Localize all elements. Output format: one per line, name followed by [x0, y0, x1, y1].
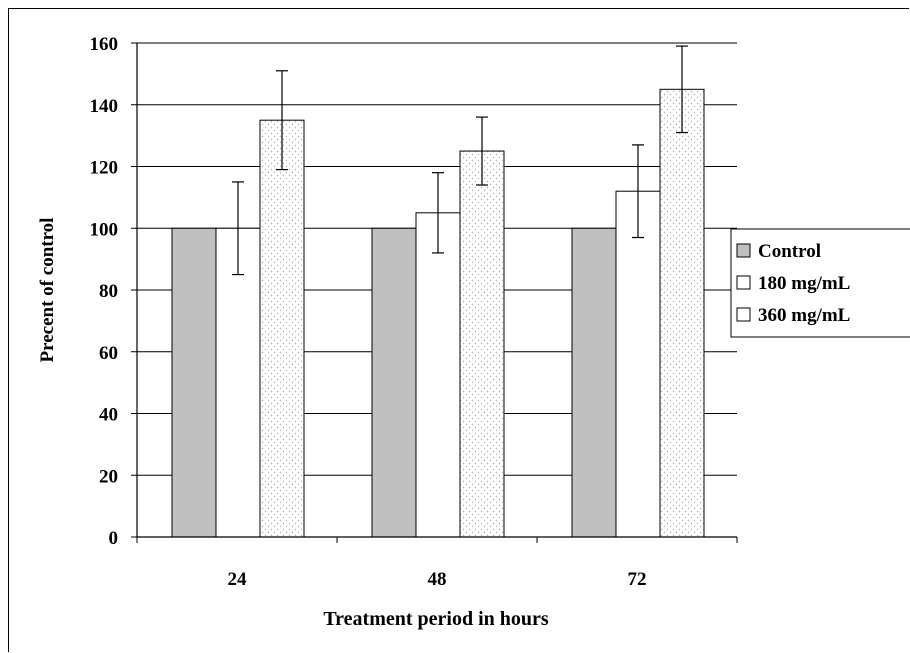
bar: [615, 190, 661, 538]
legend-swatch: [736, 275, 751, 290]
legend-box: [730, 228, 910, 338]
legend-label: Control: [758, 241, 821, 262]
axes: [131, 42, 738, 543]
y-tick-label: 80: [99, 281, 118, 302]
chart-frame: [8, 8, 909, 652]
legend-swatch: [736, 243, 751, 258]
legend-swatch: [736, 307, 751, 322]
x-tick-label: 48: [428, 569, 447, 590]
legend: Control 180 mg/mL 360 mg/mL: [730, 228, 910, 338]
bar: [571, 227, 617, 538]
x-tick-label: 72: [628, 569, 647, 590]
y-tick-label: 40: [99, 405, 118, 426]
y-axis-label: Precent of control: [37, 218, 58, 363]
bars: [171, 45, 705, 538]
y-tick-label: 140: [90, 96, 119, 117]
y-tick-label: 20: [99, 466, 118, 487]
bar: [415, 212, 461, 538]
x-axis-label: Treatment period in hours: [323, 608, 549, 630]
labels: 0 20 40 60 80 100 120 140 160 24 48 72: [90, 34, 647, 590]
y-tick-label: 60: [99, 343, 118, 364]
bar: [259, 119, 305, 538]
legend-label: 180 mg/mL: [758, 273, 850, 294]
y-tick-label: 0: [109, 528, 119, 549]
bar: [371, 227, 417, 538]
bar: [659, 88, 705, 538]
bar: [171, 227, 217, 538]
y-tick-label: 100: [90, 219, 119, 240]
legend-label: 360 mg/mL: [758, 305, 850, 326]
bar: [459, 150, 505, 538]
y-tick-label: 160: [90, 34, 119, 55]
x-tick-label: 24: [228, 569, 248, 590]
y-tick-label: 120: [90, 158, 119, 179]
